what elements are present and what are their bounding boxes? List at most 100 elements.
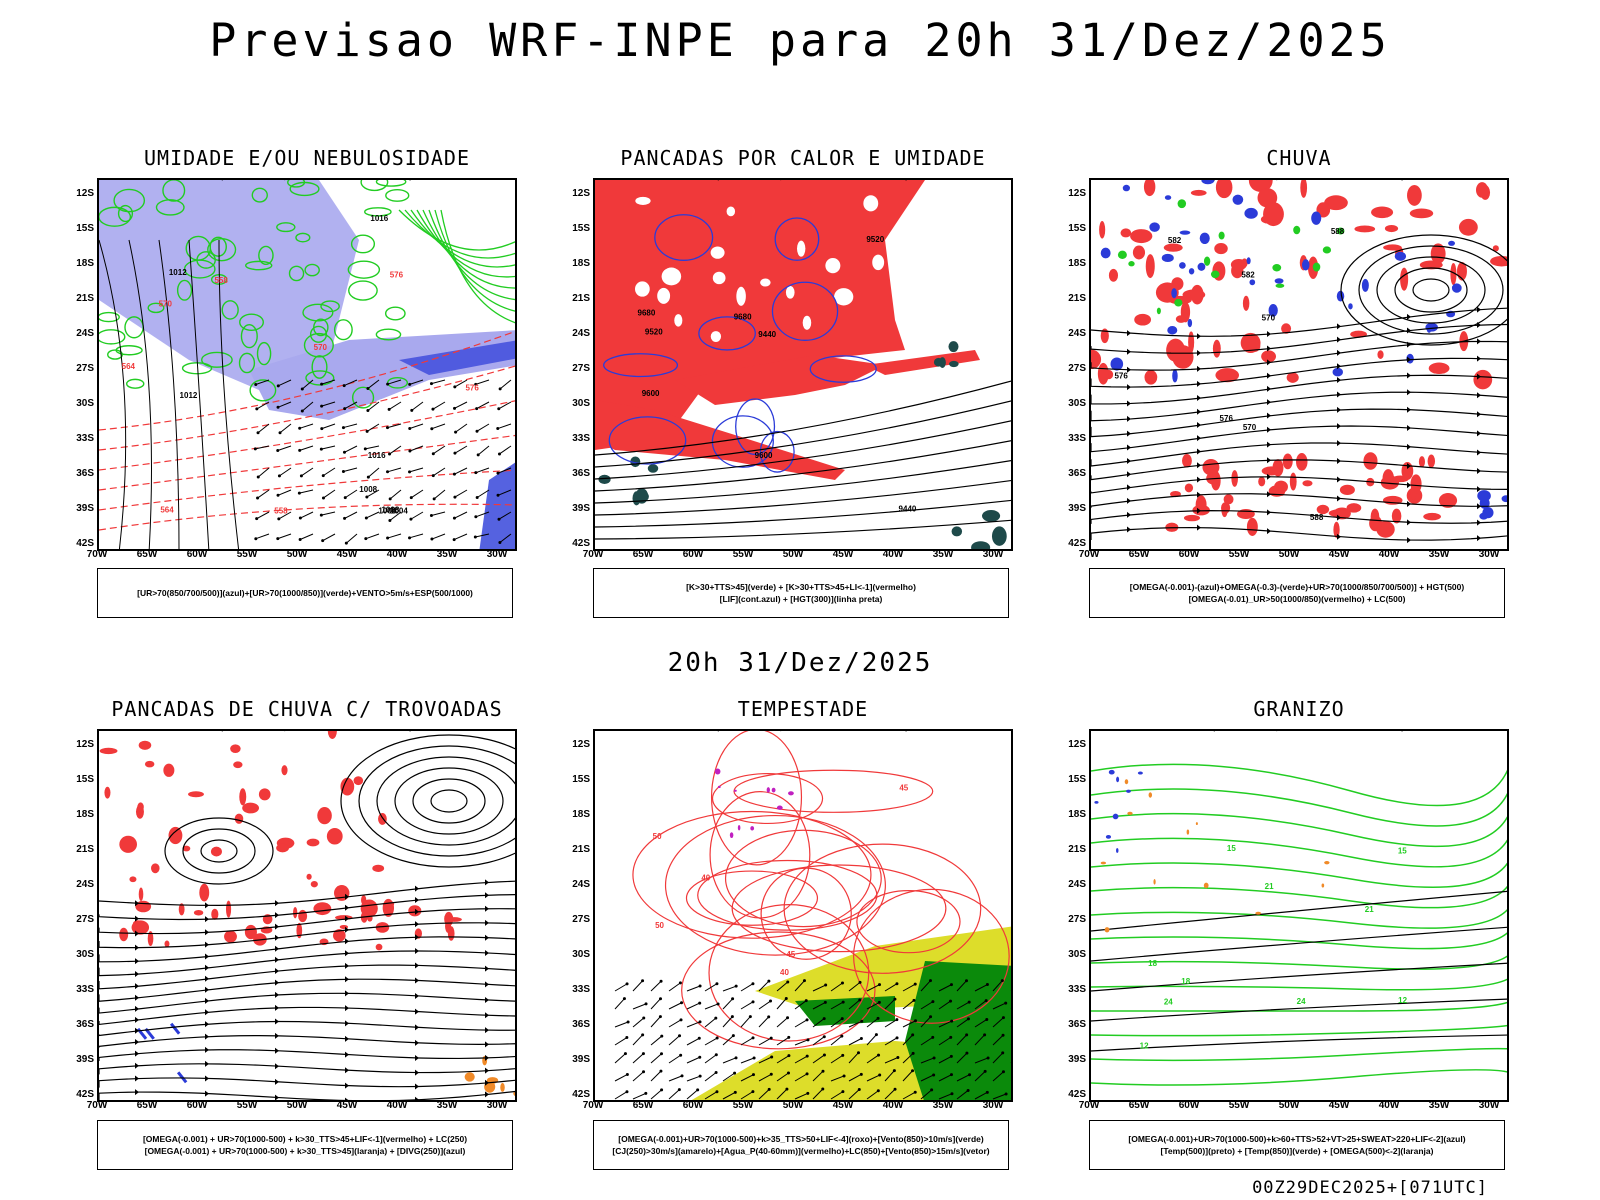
contour-label: 1016: [368, 451, 386, 460]
thunderstorm-area: [306, 838, 320, 847]
omega-area-blue: [1232, 194, 1244, 205]
omega-area-blue: [1179, 262, 1186, 269]
wind-vector-head: [896, 1056, 900, 1060]
low-level-humidity-contour: [276, 222, 296, 233]
lat-tick-label: 36S: [1068, 1019, 1086, 1030]
thunderstorm-area: [375, 943, 383, 951]
wind-vector-head: [731, 1034, 735, 1038]
contour-label: 15: [1227, 844, 1236, 853]
lat-tick-label: 36S: [572, 1019, 590, 1030]
panel-title-trovoadas: PANCADAS DE CHUVA C/ TROVOADAS: [111, 697, 503, 721]
low-level-humidity-contour: [375, 180, 407, 187]
wind-vector: [301, 401, 314, 412]
contour-label: 558: [274, 507, 288, 516]
wind-vector: [365, 445, 380, 450]
wind-vector: [344, 489, 358, 499]
lon-tick-label: 60W: [186, 549, 208, 560]
low-level-humidity-contour: [183, 259, 216, 279]
wind-vector: [389, 445, 402, 455]
low-level-humidity-contour: [107, 349, 123, 360]
flow-arrow: [1407, 519, 1411, 526]
wind-vector-head: [298, 426, 302, 430]
thunderstorm-area: [225, 900, 232, 918]
rain-area-red: [1282, 453, 1293, 470]
wind-vector: [499, 445, 512, 455]
wind-vector: [322, 533, 336, 542]
flow-arrow: [1127, 526, 1131, 533]
lat-tick-label: 27S: [76, 363, 94, 374]
high-pressure-contour: [1412, 278, 1450, 302]
severe-storm-area: [717, 785, 721, 789]
wind-vector: [366, 511, 380, 519]
lat-tick-label: 15S: [76, 774, 94, 785]
wind-vector-head: [365, 429, 369, 433]
wind-vector-head: [644, 1091, 648, 1095]
low-level-humidity-contour: [240, 324, 258, 349]
thunderstorm-area: [138, 740, 152, 750]
wind-vector: [454, 489, 468, 498]
omega-area-blue: [1332, 367, 1343, 377]
omega-area-blue: [1110, 357, 1124, 371]
flow-arrow: [415, 947, 419, 954]
wind-vector: [704, 1054, 717, 1064]
lon-tick-label: 70W: [582, 549, 604, 560]
flow-arrow: [1337, 495, 1341, 502]
lon-tick-label: 60W: [682, 549, 704, 560]
wind-vector: [476, 401, 490, 410]
thunderstorm-area: [306, 873, 312, 880]
wind-vector-head: [476, 453, 480, 457]
wind-vector: [650, 998, 661, 1010]
wind-vector: [776, 1017, 788, 1028]
wind-vector-head: [255, 517, 259, 521]
lat-tick-label: 30S: [1068, 398, 1086, 409]
wind-vector: [974, 1000, 987, 1010]
panel-title-granizo: GRANIZO: [1253, 697, 1345, 721]
low-level-humidity-contour: [385, 188, 410, 202]
mid-title: 20h 31/Dez/2025: [667, 648, 933, 678]
wind-vector: [256, 401, 270, 410]
wind-vector: [367, 401, 380, 411]
flow-arrow: [1267, 473, 1271, 480]
low-level-humidity-contour: [125, 378, 145, 389]
flow-arrow: [1407, 356, 1411, 363]
wind-vector: [938, 1093, 953, 1100]
wind-vector-head: [680, 1074, 684, 1078]
wind-vector-head: [321, 539, 325, 543]
lat-tick-label: 21S: [572, 293, 590, 304]
pressure-isobar: [158, 239, 180, 549]
flow-arrow: [135, 900, 139, 907]
legend-trovoadas: [OMEGA(-0.001) + UR>70(1000-500) + k>30_…: [97, 1120, 513, 1170]
lon-tick-label: 35W: [1428, 1100, 1450, 1111]
wind-vector-head: [319, 447, 323, 451]
lon-tick-label: 60W: [682, 1100, 704, 1111]
wind-vector-head: [805, 1072, 809, 1076]
pressure-isobar: [218, 239, 240, 549]
stable-moist-area: [982, 509, 1001, 522]
flow-arrow: [1477, 355, 1481, 362]
lat-tick-label: 21S: [1068, 293, 1086, 304]
flow-arrow: [1477, 519, 1481, 526]
omega-area-green: [1177, 199, 1187, 209]
lat-tick-label: 12S: [572, 739, 590, 750]
wind-vector-head: [276, 448, 280, 452]
low-level-humidity-contour: [350, 234, 376, 254]
legend-line: [OMEGA(-0.001)-(azul)+OMEGA(-0.3)-(verde…: [1129, 582, 1465, 592]
wind-vector: [367, 379, 380, 389]
wind-vector: [992, 1002, 1006, 1010]
wind-vector-head: [806, 1038, 810, 1042]
rain-area-red: [1423, 512, 1441, 521]
stable-moist-area: [991, 526, 1007, 546]
lat-tick-label: 15S: [1068, 774, 1086, 785]
wind-vector-head: [625, 1072, 629, 1076]
wind-vector: [902, 1070, 913, 1082]
lat-tick-label: 21S: [572, 844, 590, 855]
omega-area-blue: [1199, 232, 1210, 245]
wind-vector: [848, 1052, 859, 1064]
lifted-index-contour: [603, 353, 679, 378]
flow-arrow: [275, 923, 279, 930]
wind-vector-head: [388, 497, 392, 501]
flow-arrow: [415, 1054, 419, 1061]
wind-vector-head: [453, 385, 457, 389]
precipitable-water-contour: [710, 731, 803, 866]
rain-area-red: [1190, 189, 1207, 196]
